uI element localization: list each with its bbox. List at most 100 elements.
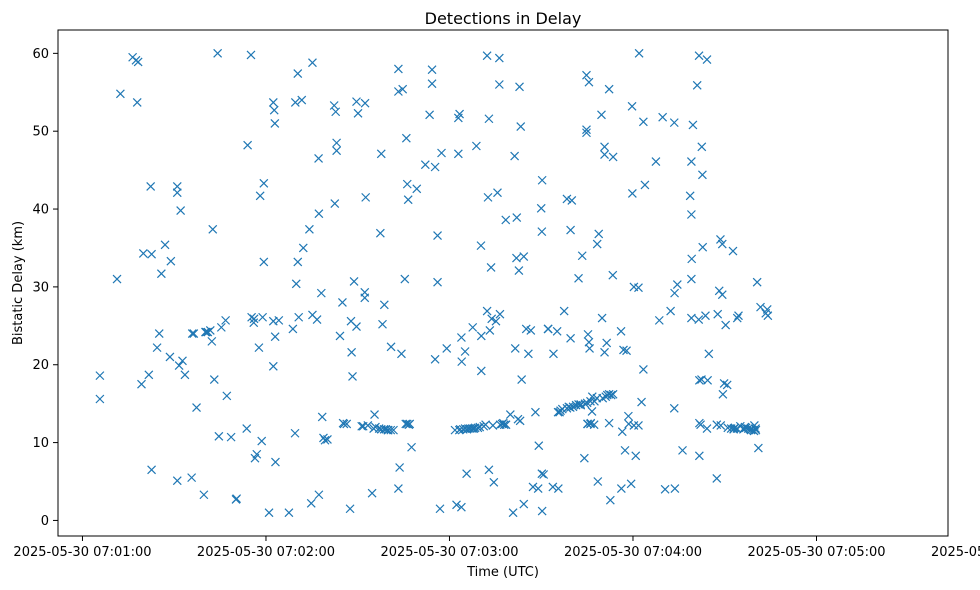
- y-tick-label: 20: [32, 358, 49, 373]
- data-point: [698, 242, 708, 252]
- data-point: [205, 326, 215, 335]
- data-point: [314, 209, 324, 219]
- data-point: [697, 170, 707, 180]
- data-point: [722, 380, 732, 390]
- x-tick-label: 2025-05-30 07:03:00: [380, 545, 518, 560]
- data-point: [702, 424, 712, 433]
- data-point: [574, 273, 583, 283]
- data-point: [687, 254, 697, 264]
- data-point: [420, 160, 430, 170]
- y-tick-label: 60: [32, 47, 49, 62]
- data-point: [485, 326, 495, 335]
- data-point: [433, 231, 442, 240]
- data-point: [348, 371, 357, 381]
- data-point: [314, 154, 324, 163]
- data-point: [316, 288, 326, 298]
- data-point: [489, 477, 499, 487]
- data-point: [249, 318, 259, 328]
- data-point: [360, 98, 370, 108]
- data-point: [584, 77, 594, 87]
- data-point: [670, 484, 680, 493]
- data-point: [401, 419, 411, 429]
- data-point: [456, 333, 466, 342]
- data-point: [587, 407, 597, 416]
- data-point: [626, 479, 636, 489]
- data-point: [393, 484, 403, 493]
- data-point: [335, 331, 345, 341]
- data-point: [624, 419, 634, 429]
- data-point: [232, 494, 242, 504]
- data-point: [484, 465, 494, 475]
- data-point: [660, 484, 670, 494]
- data-point: [606, 390, 616, 400]
- data-point: [442, 343, 452, 353]
- data-point: [519, 499, 529, 509]
- data-point: [627, 101, 637, 111]
- data-point: [694, 451, 704, 461]
- data-point: [476, 331, 486, 341]
- data-point: [172, 476, 182, 486]
- data-point: [566, 333, 576, 343]
- data-point: [600, 142, 609, 152]
- data-point: [716, 421, 726, 430]
- x-tick-label: 2025-05-30 07:04:00: [564, 545, 702, 560]
- data-point: [308, 58, 317, 68]
- data-point: [526, 326, 536, 335]
- data-point: [338, 298, 347, 307]
- data-point: [701, 311, 710, 321]
- data-point: [623, 411, 633, 421]
- data-point: [430, 354, 440, 364]
- data-point: [523, 349, 533, 359]
- data-point: [697, 142, 707, 152]
- data-point: [512, 213, 522, 223]
- data-point: [528, 482, 538, 492]
- data-point: [510, 343, 520, 353]
- data-point: [452, 500, 461, 510]
- data-point: [221, 315, 231, 325]
- data-point: [586, 396, 595, 406]
- data-point: [539, 470, 549, 479]
- data-point: [488, 421, 498, 430]
- y-tick-label: 50: [32, 125, 49, 140]
- data-point: [686, 210, 696, 219]
- data-point: [146, 182, 156, 191]
- data-point: [176, 206, 186, 216]
- y-axis-title: Bistatic Delay (km): [11, 221, 26, 345]
- data-point: [259, 257, 269, 267]
- data-point: [376, 149, 386, 159]
- data-point: [249, 314, 259, 324]
- data-point: [269, 105, 279, 115]
- data-point: [353, 108, 363, 118]
- y-tick-label: 40: [32, 203, 49, 218]
- data-point: [562, 194, 572, 204]
- data-point: [553, 484, 563, 493]
- data-point: [501, 420, 511, 430]
- data-point: [314, 490, 324, 500]
- data-point: [582, 128, 591, 138]
- data-point: [468, 322, 478, 332]
- data-point: [298, 243, 308, 253]
- data-point: [510, 151, 520, 161]
- data-point: [226, 432, 236, 442]
- data-point: [254, 343, 264, 353]
- data-point: [495, 309, 505, 319]
- data-point: [505, 410, 515, 419]
- data-point: [174, 361, 184, 370]
- data-point: [716, 234, 725, 244]
- data-point: [640, 180, 650, 190]
- data-point: [692, 80, 702, 90]
- data-point: [375, 228, 385, 238]
- data-point: [751, 424, 761, 433]
- data-point: [320, 435, 330, 445]
- data-point: [216, 322, 226, 332]
- data-point: [566, 225, 576, 235]
- data-point: [270, 332, 280, 342]
- data-point: [401, 133, 411, 143]
- data-point: [352, 322, 361, 332]
- data-point: [622, 346, 631, 356]
- data-point: [730, 423, 740, 433]
- data-point: [147, 465, 157, 475]
- data-point: [339, 419, 349, 429]
- data-point: [514, 266, 524, 275]
